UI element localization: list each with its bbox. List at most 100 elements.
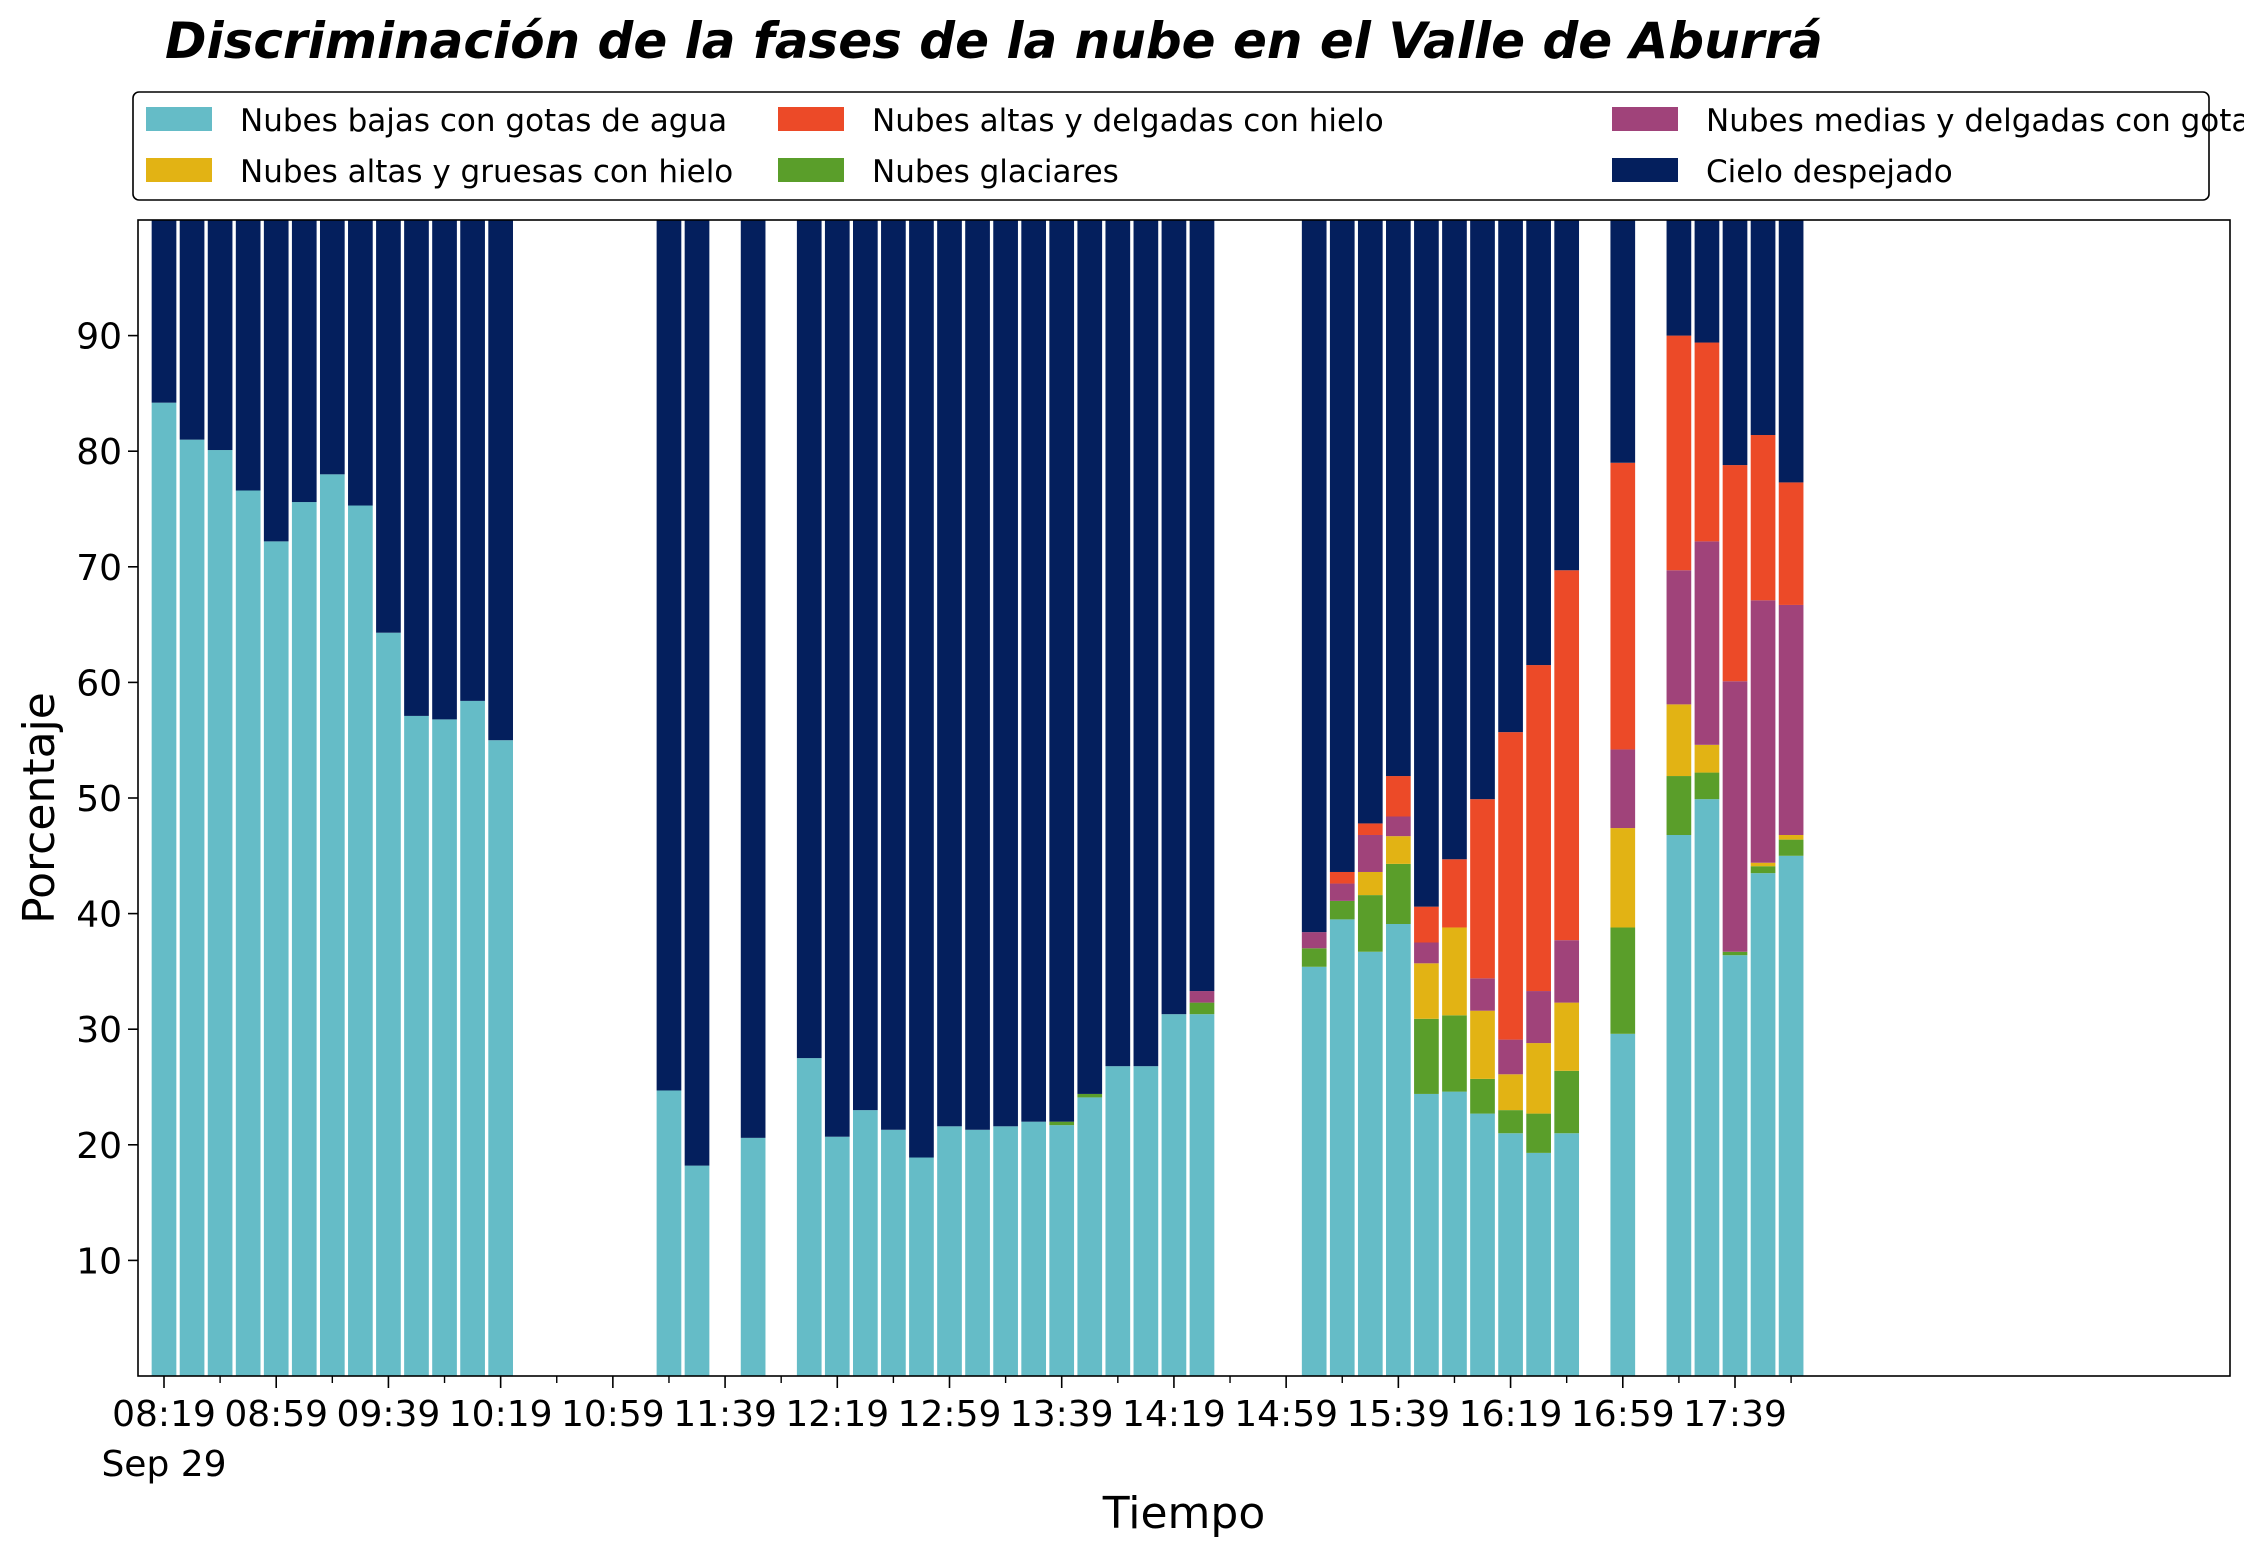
- bar-segment-altas-delgadas: [1470, 799, 1495, 979]
- bar-segment-altas-gruesas: [1666, 704, 1692, 777]
- bar-group: [460, 220, 485, 1376]
- legend-label: Nubes altas y gruesas con hielo: [240, 154, 733, 190]
- bar-segment-altas-delgadas: [1554, 570, 1580, 941]
- y-tick-label: 70: [76, 548, 122, 589]
- bar-segment-glaciares: [1329, 900, 1355, 920]
- y-axis: 10 20 30 40 50 60 70 80 90: [76, 317, 138, 1282]
- bar-segment-despejado: [1470, 220, 1495, 800]
- bar-segment-bajas: [1357, 951, 1383, 1376]
- bar-group: [853, 220, 878, 1376]
- bar-segment-despejado: [881, 220, 906, 1130]
- x-tick-label: 08:19: [112, 1394, 216, 1435]
- bar-segment-glaciares: [1077, 1093, 1103, 1098]
- bar-segment-despejado: [376, 220, 401, 633]
- bar-group: [1049, 220, 1075, 1376]
- bar-segment-despejado: [1414, 220, 1439, 907]
- bar-group: [1470, 220, 1495, 1376]
- bar-segment-medias: [1666, 570, 1692, 705]
- bar-group: [319, 220, 345, 1376]
- bar-segment-altas-gruesas: [1694, 744, 1720, 773]
- x-tick-label: 10:19: [449, 1394, 553, 1435]
- bar-group: [1554, 220, 1580, 1376]
- bar-segment-altas-delgadas: [1778, 482, 1804, 605]
- bar-segment-bajas: [1329, 919, 1355, 1376]
- bar-group: [1329, 220, 1355, 1376]
- bar-segment-altas-gruesas: [1750, 862, 1776, 867]
- bar-segment-despejado: [937, 220, 962, 1127]
- bar-segment-medias: [1386, 816, 1411, 837]
- bar-group: [151, 220, 177, 1376]
- bar-segment-despejado: [1357, 220, 1383, 824]
- bar-segment-despejado: [1498, 220, 1523, 733]
- bar-segment-bajas: [853, 1110, 878, 1376]
- x-tick-label: 11:39: [673, 1394, 777, 1435]
- bar-group: [1414, 220, 1439, 1376]
- legend-item: Nubes altas y delgadas con hielo: [778, 103, 1384, 139]
- x-tick-label: 08:59: [224, 1394, 328, 1435]
- bar-segment-despejado: [1161, 220, 1187, 1015]
- bar-group: [796, 220, 822, 1376]
- bar-segment-bajas: [1722, 955, 1748, 1376]
- bar-segment-medias: [1329, 883, 1355, 901]
- bar-segment-bajas: [796, 1058, 822, 1376]
- bar-group: [1386, 220, 1411, 1376]
- bar-group: [1357, 220, 1383, 1376]
- bar-segment-despejado: [1442, 220, 1467, 860]
- y-tick-label: 80: [76, 432, 122, 473]
- legend-frame: [132, 91, 2210, 201]
- legend-label: Cielo despejado: [1706, 154, 1953, 190]
- bar-segment-despejado: [1329, 220, 1355, 872]
- bar-segment-bajas: [1442, 1091, 1467, 1376]
- bar-segment-altas-delgadas: [1498, 732, 1523, 1040]
- bar-segment-altas-delgadas: [1442, 859, 1467, 928]
- bar-segment-bajas: [291, 502, 317, 1376]
- bar-segment-bajas: [1750, 873, 1776, 1376]
- bar-segment-bajas: [1498, 1133, 1523, 1376]
- bar-group: [656, 220, 682, 1376]
- bar-segment-altas-gruesas: [1554, 1002, 1580, 1071]
- bar-segment-medias: [1610, 749, 1636, 829]
- bar-segment-despejado: [1526, 220, 1551, 666]
- legend-swatch: [1612, 158, 1678, 182]
- bar-segment-despejado: [1386, 220, 1411, 777]
- bar-segment-bajas: [235, 490, 261, 1376]
- bar-segment-altas-gruesas: [1526, 1043, 1551, 1114]
- x-tick-label: 15:39: [1346, 1394, 1450, 1435]
- x-axis: 08:19 08:59 09:39 10:19 10:59 11:39 12:19 12:59…: [101, 1376, 1792, 1485]
- bar-group: [1526, 220, 1551, 1376]
- bar-group: [1021, 220, 1047, 1376]
- bar-segment-bajas: [376, 632, 401, 1376]
- bar-segment-altas-gruesas: [1610, 828, 1636, 928]
- bar-segment-medias: [1694, 541, 1720, 745]
- bar-group: [1105, 220, 1131, 1376]
- bar-segment-glaciares: [1554, 1070, 1580, 1134]
- legend-label: Nubes medias y delgadas con gotas de agu…: [1706, 103, 2244, 139]
- bar-segment-medias: [1526, 991, 1551, 1044]
- bar-segment-bajas: [263, 541, 289, 1376]
- bar-segment-bajas: [881, 1129, 906, 1376]
- bar-group: [1666, 220, 1692, 1376]
- bar-segment-bajas: [432, 719, 457, 1376]
- bar-segment-altas-gruesas: [1414, 963, 1439, 1019]
- bar-group: [488, 220, 513, 1376]
- bar-segment-glaciares: [1498, 1110, 1523, 1134]
- bar-group: [1161, 220, 1187, 1376]
- bar-segment-bajas: [656, 1090, 682, 1376]
- bar-segment-altas-delgadas: [1722, 465, 1748, 682]
- bar-segment-despejado: [1666, 220, 1692, 336]
- bar-segment-bajas: [1049, 1125, 1075, 1376]
- x-tick-label: 13:39: [1010, 1394, 1114, 1435]
- bar-segment-bajas: [1666, 834, 1692, 1376]
- bar-segment-despejado: [460, 220, 485, 701]
- bar-group: [824, 220, 850, 1376]
- x-tick-label: 12:19: [785, 1394, 889, 1435]
- bar-group: [235, 220, 261, 1376]
- plot-area: [137, 219, 2231, 1377]
- y-tick-label: 50: [76, 779, 122, 820]
- bar-group: [179, 220, 205, 1376]
- bar-segment-bajas: [1694, 799, 1720, 1376]
- bar-segment-altas-gruesas: [1386, 836, 1411, 864]
- y-tick-label: 60: [76, 663, 122, 704]
- bar-segment-despejado: [1049, 220, 1075, 1122]
